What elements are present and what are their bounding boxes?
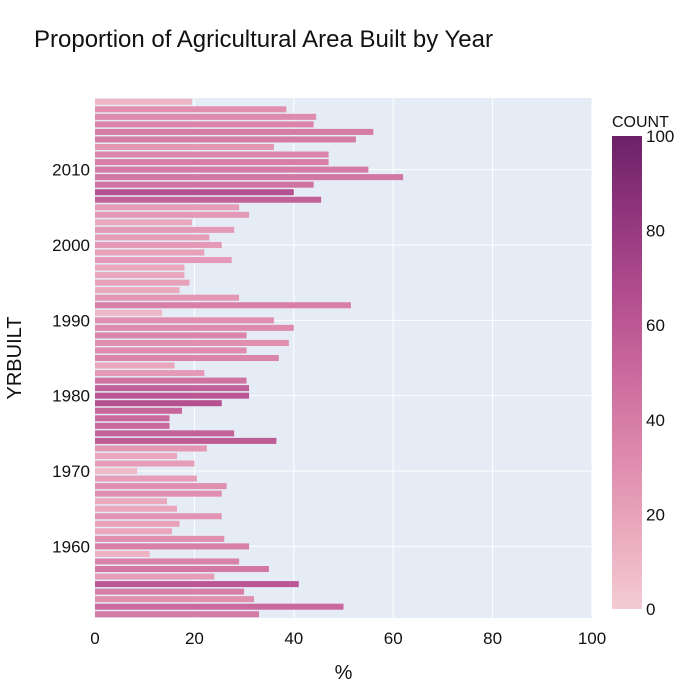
- bar-2018[interactable]: [95, 106, 287, 113]
- bar-1984[interactable]: [95, 362, 175, 369]
- bar-1998[interactable]: [95, 257, 232, 264]
- bar-1952[interactable]: [95, 603, 344, 610]
- bar-2010[interactable]: [95, 166, 369, 173]
- bar-1959[interactable]: [95, 550, 150, 557]
- bar-2005[interactable]: [95, 204, 240, 211]
- x-tick-label: 60: [384, 629, 403, 648]
- bar-1963[interactable]: [95, 520, 180, 527]
- bar-1979[interactable]: [95, 400, 222, 407]
- bar-1997[interactable]: [95, 264, 185, 271]
- bar-1987[interactable]: [95, 339, 289, 346]
- bar-1964[interactable]: [95, 513, 222, 520]
- bar-2011[interactable]: [95, 159, 329, 166]
- x-tick-label: 40: [284, 629, 303, 648]
- bar-1978[interactable]: [95, 407, 182, 414]
- colorbar-tick-label: 20: [646, 505, 665, 524]
- x-axis-title: %: [335, 662, 353, 684]
- bar-1973[interactable]: [95, 445, 207, 452]
- bar-1961[interactable]: [95, 535, 225, 542]
- bar-1967[interactable]: [95, 490, 222, 497]
- bar-2015[interactable]: [95, 128, 374, 135]
- bar-2009[interactable]: [95, 174, 404, 181]
- x-axis-ticks: 0 20 40 60 80 100: [90, 629, 606, 648]
- y-tick-label: 1990: [52, 311, 90, 330]
- bar-2007[interactable]: [95, 189, 294, 196]
- bar-1951[interactable]: [95, 611, 260, 618]
- bar-1999[interactable]: [95, 249, 205, 256]
- y-axis-ticks: 1960 1970 1980 1990 2000 2010: [52, 161, 90, 557]
- bar-1960[interactable]: [95, 543, 250, 550]
- bar-1972[interactable]: [95, 452, 178, 459]
- x-tick-label: 20: [185, 629, 204, 648]
- bar-1974[interactable]: [95, 437, 277, 444]
- bar-1962[interactable]: [95, 528, 173, 535]
- colorbar-tick-label: 0: [646, 600, 655, 619]
- colorbar: [612, 136, 642, 609]
- bars: [95, 98, 404, 618]
- bar-1971[interactable]: [95, 460, 195, 467]
- colorbar-tick-label: 60: [646, 316, 665, 335]
- bar-1988[interactable]: [95, 332, 247, 339]
- bar-1992[interactable]: [95, 302, 351, 309]
- bar-1968[interactable]: [95, 483, 227, 490]
- bar-1983[interactable]: [95, 370, 205, 377]
- bar-1975[interactable]: [95, 430, 235, 437]
- bar-1990[interactable]: [95, 317, 274, 324]
- chart-title: Proportion of Agricultural Area Built by…: [34, 26, 493, 53]
- bar-1985[interactable]: [95, 354, 279, 362]
- bar-2003[interactable]: [95, 219, 192, 226]
- bar-1980[interactable]: [95, 392, 250, 399]
- bar-1981[interactable]: [95, 385, 250, 392]
- bar-1965[interactable]: [95, 505, 178, 512]
- bar-1976[interactable]: [95, 422, 170, 429]
- bar-1966[interactable]: [95, 498, 168, 505]
- colorbar-tick-label: 40: [646, 411, 665, 430]
- colorbar-title: COUNT: [612, 114, 669, 131]
- bar-1955[interactable]: [95, 581, 299, 588]
- bar-1969[interactable]: [95, 475, 197, 482]
- bar-2014[interactable]: [95, 136, 356, 143]
- bar-1956[interactable]: [95, 573, 215, 580]
- bar-2002[interactable]: [95, 226, 235, 233]
- y-tick-label: 1980: [52, 387, 90, 406]
- bar-2001[interactable]: [95, 234, 210, 241]
- y-tick-label: 1960: [52, 537, 90, 556]
- bar-1991[interactable]: [95, 309, 163, 316]
- x-tick-label: 0: [90, 629, 99, 648]
- y-axis-title: YRBUILT: [4, 317, 26, 400]
- bar-2000[interactable]: [95, 241, 222, 248]
- y-tick-label: 2010: [52, 161, 90, 180]
- bar-1957[interactable]: [95, 566, 269, 573]
- bar-2017[interactable]: [95, 113, 317, 120]
- bar-1996[interactable]: [95, 272, 185, 279]
- bar-2016[interactable]: [95, 121, 314, 128]
- bar-2006[interactable]: [95, 196, 322, 203]
- colorbar-tick-label: 80: [646, 222, 665, 241]
- bar-1995[interactable]: [95, 279, 190, 286]
- bar-1977[interactable]: [95, 415, 170, 422]
- x-tick-label: 100: [578, 629, 606, 648]
- bar-1954[interactable]: [95, 588, 245, 595]
- y-tick-label: 2000: [52, 236, 90, 255]
- bar-2019[interactable]: [95, 98, 192, 105]
- bar-2012[interactable]: [95, 151, 329, 158]
- bar-1953[interactable]: [95, 596, 255, 603]
- x-tick-label: 80: [483, 629, 502, 648]
- bar-2004[interactable]: [95, 211, 250, 218]
- bar-1993[interactable]: [95, 294, 240, 301]
- bar-2008[interactable]: [95, 181, 314, 188]
- colorbar-tick-label: 100: [646, 127, 674, 146]
- bar-2013[interactable]: [95, 143, 274, 150]
- bar-1970[interactable]: [95, 468, 138, 475]
- y-tick-label: 1970: [52, 462, 90, 481]
- bar-1982[interactable]: [95, 377, 247, 384]
- colorbar-ticks: 0 20 40 60 80 100: [646, 127, 674, 619]
- bar-1989[interactable]: [95, 324, 294, 331]
- bar-1994[interactable]: [95, 287, 180, 294]
- bar-1986[interactable]: [95, 347, 247, 354]
- bar-1958[interactable]: [95, 558, 240, 565]
